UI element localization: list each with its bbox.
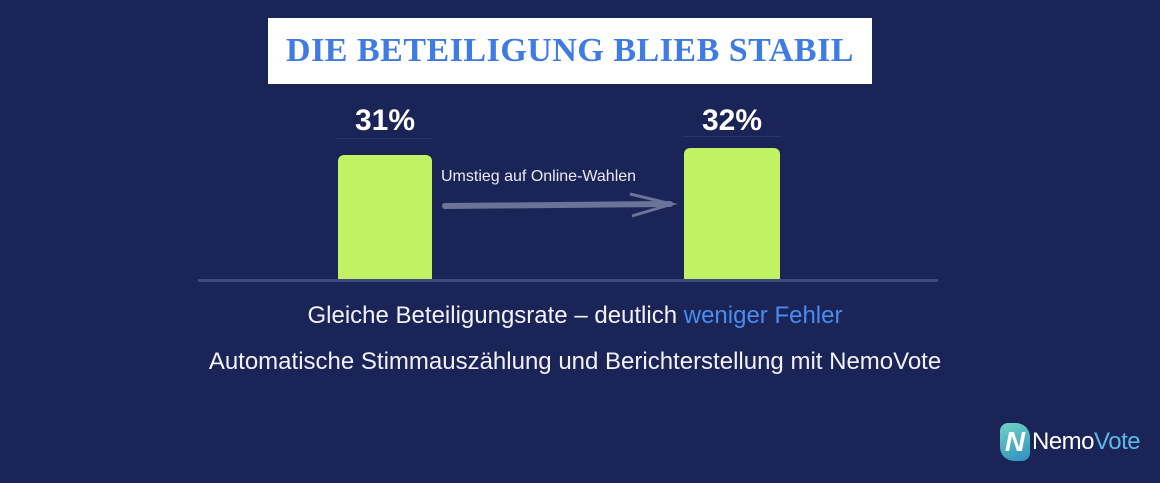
bar-after xyxy=(684,148,780,279)
arrow-label: Umstieg auf Online-Wahlen xyxy=(441,168,637,185)
title-banner: DIE BETEILIGUNG BLIEB STABIL xyxy=(268,18,872,84)
chart-title: DIE BETEILIGUNG BLIEB STABIL xyxy=(286,32,854,69)
speech-bubble-n-icon: N xyxy=(1000,423,1030,461)
logo-text-nemo: Nemo xyxy=(1032,428,1095,455)
subtitle-line-1: Gleiche Beteiligungsrate – deutlich weni… xyxy=(0,302,1150,330)
arrow-right-icon xyxy=(442,192,678,218)
subtitle-text: Gleiche Beteiligungsrate – deutlich xyxy=(307,302,684,329)
logo-text: NemoVote xyxy=(1032,428,1141,456)
bar-value-label-1: 31% xyxy=(354,104,416,137)
value-underline xyxy=(683,136,781,137)
logo-text-vote: Vote xyxy=(1094,428,1141,455)
subtitle-highlight: weniger Fehler xyxy=(683,302,843,329)
subtitle-line-2: Automatische Stimmauszählung und Bericht… xyxy=(208,348,942,375)
bar-before xyxy=(338,155,432,279)
value-underline xyxy=(337,138,433,139)
bar-value-label-2: 32% xyxy=(701,104,763,137)
chart-baseline xyxy=(198,279,938,282)
nemovote-logo: N NemoVote xyxy=(1000,423,1141,461)
